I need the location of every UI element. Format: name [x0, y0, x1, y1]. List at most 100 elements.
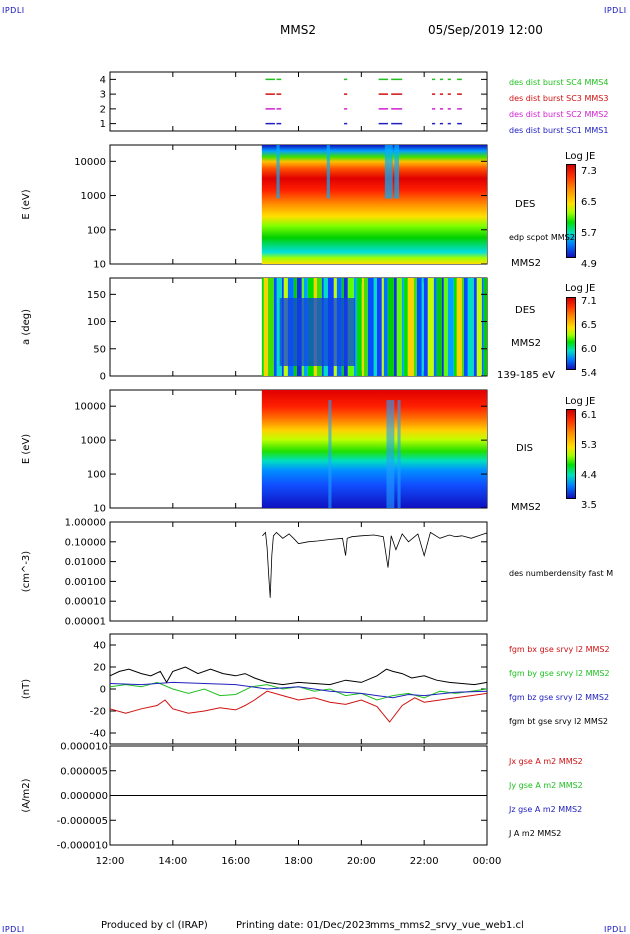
current-ytick-label: -0.000005 [57, 816, 108, 827]
bfield-series-line [110, 666, 487, 686]
bfield-ytick-label: 20 [93, 663, 106, 674]
des-pitch-column [483, 278, 487, 376]
density-frame [109, 521, 488, 622]
des-pitch-column [447, 278, 454, 376]
des-pitch-column [427, 278, 434, 376]
des-pitch-column [276, 278, 282, 376]
bfield-ytick-label: -20 [90, 707, 106, 718]
current-ytick-label: 0.000010 [60, 742, 108, 753]
current-ytick-label: 0.000005 [60, 766, 108, 777]
bfield-legend-entry: fgm bz gse srvy l2 MMS2 [509, 693, 610, 702]
density-ytick-label: 0.00100 [65, 577, 106, 588]
des-pitch-column [423, 278, 428, 376]
colorbar-des-pitch [566, 297, 576, 370]
des-pitch-column [367, 278, 374, 376]
burst-ytick-label: 1 [100, 119, 106, 130]
bfield-ytick-label: 40 [93, 641, 106, 652]
des-pitch-column [363, 278, 368, 376]
bfield-series-line [110, 681, 487, 701]
density-ylabel: (cm^-3) [21, 551, 32, 592]
des-pitch-column [356, 278, 362, 376]
current-legend-entry: J A m2 MMS2 [509, 829, 562, 838]
des-pitch-ytick-label: 0 [100, 372, 106, 383]
des-energy-ytick-label: 100 [87, 225, 106, 236]
burst-legend-entry: des dist burst SC4 MMS4 [509, 78, 609, 87]
density-series-line [262, 531, 487, 598]
des-energy-colorbar-tick: 6.5 [581, 197, 597, 208]
des-energy-spectrogram [261, 145, 487, 264]
date-title: 05/Sep/2019 12:00 [428, 23, 543, 37]
dis-energy-ytick-label: 1000 [81, 436, 106, 447]
current-ytick-label: -0.000010 [57, 841, 108, 852]
current-ylabel: (A/m2) [21, 778, 32, 812]
des-pitch-column [421, 278, 424, 376]
burst-ytick-label: 2 [100, 104, 106, 115]
spacecraft-title: MMS2 [280, 23, 316, 37]
des-pitch-colorbar-tick: 6.0 [581, 344, 597, 355]
density-ytick-label: 0.10000 [65, 537, 106, 548]
dis-energy-ytick-label: 10000 [74, 402, 106, 413]
des-pitch-column [387, 278, 394, 376]
des-pitch-column [473, 278, 477, 376]
time-axis-tick-label: 16:00 [221, 856, 250, 867]
bfield-series-line [110, 681, 487, 699]
burst-legend-entry: des dist burst SC1 MMS1 [509, 126, 609, 135]
des-energy-spacecraft: MMS2 [511, 258, 541, 269]
current-ytick-label: 0.000000 [60, 791, 108, 802]
des-pitch-colorbar-tick: 6.5 [581, 320, 597, 331]
des-pitch-column [401, 278, 404, 376]
des-pitch-column [476, 278, 482, 376]
des-pitch-column [407, 278, 414, 376]
burst-frame [109, 71, 488, 132]
des-pitch-column [267, 278, 274, 376]
burst-ytick-label: 3 [100, 90, 106, 101]
des-energy-overlay-label: edp scpot MMS2 [509, 233, 575, 242]
density-ytick-label: 0.01000 [65, 557, 106, 568]
des-energy-colorbar-tick: 4.9 [581, 259, 597, 270]
des-pitch-ytick-label: 100 [87, 317, 106, 328]
des-pitch-column [393, 278, 397, 376]
des-energy-colorbar-title: Log JE [565, 151, 596, 162]
colorbar-des-energy [566, 164, 576, 258]
des-pitch-band [279, 298, 356, 366]
des-pitch-column [463, 278, 468, 376]
des-pitch-column [381, 278, 384, 376]
des-pitch-column [383, 278, 388, 376]
des-pitch-column [373, 278, 377, 376]
des-energy-ytick-label: 10000 [74, 157, 106, 168]
corner-label-top-right: IPDLI [604, 6, 627, 15]
des-pitch-column [273, 278, 277, 376]
corner-label-bottom-left: IPDLI [2, 925, 25, 934]
des-pitch-column [413, 278, 417, 376]
des-pitch-column [376, 278, 382, 376]
dis-energy-ytick-label: 10 [93, 504, 106, 515]
des-pitch-column [396, 278, 402, 376]
des-pitch-spacecraft: MMS2 [511, 338, 541, 349]
des-energy-colorbar-tick: 5.7 [581, 228, 597, 239]
des-pitch-colorbar-tick: 7.1 [581, 296, 597, 307]
time-axis-tick-label: 20:00 [347, 856, 376, 867]
des-pitch-colorbar-title: Log JE [565, 283, 596, 294]
dis-energy-colorbar-tick: 3.5 [581, 500, 597, 511]
bfield-ytick-label: 0 [100, 685, 106, 696]
burst-legend-entry: des dist burst SC2 MMS2 [509, 110, 609, 119]
bfield-ytick-label: -40 [90, 729, 106, 740]
des-energy-dropout [326, 145, 330, 199]
des-pitch-column [443, 278, 448, 376]
des-pitch-ytick-label: 150 [87, 290, 106, 301]
dis-energy-colorbar-tick: 5.3 [581, 440, 597, 451]
des-pitch-column [433, 278, 437, 376]
des-energy-colorbar-tick: 7.3 [581, 166, 597, 177]
des-pitch-energy-range: 139-185 eV [497, 370, 555, 381]
des-pitch-column [361, 278, 364, 376]
des-pitch-column [456, 278, 462, 376]
des-energy-dropout [384, 145, 393, 199]
time-axis-tick-label: 18:00 [284, 856, 313, 867]
bfield-series-line [110, 690, 487, 723]
des-pitch-column [461, 278, 464, 376]
des-energy-ytick-label: 1000 [81, 191, 106, 202]
des-pitch-column [453, 278, 457, 376]
current-legend-entry: Jx gse A m2 MMS2 [509, 757, 583, 766]
